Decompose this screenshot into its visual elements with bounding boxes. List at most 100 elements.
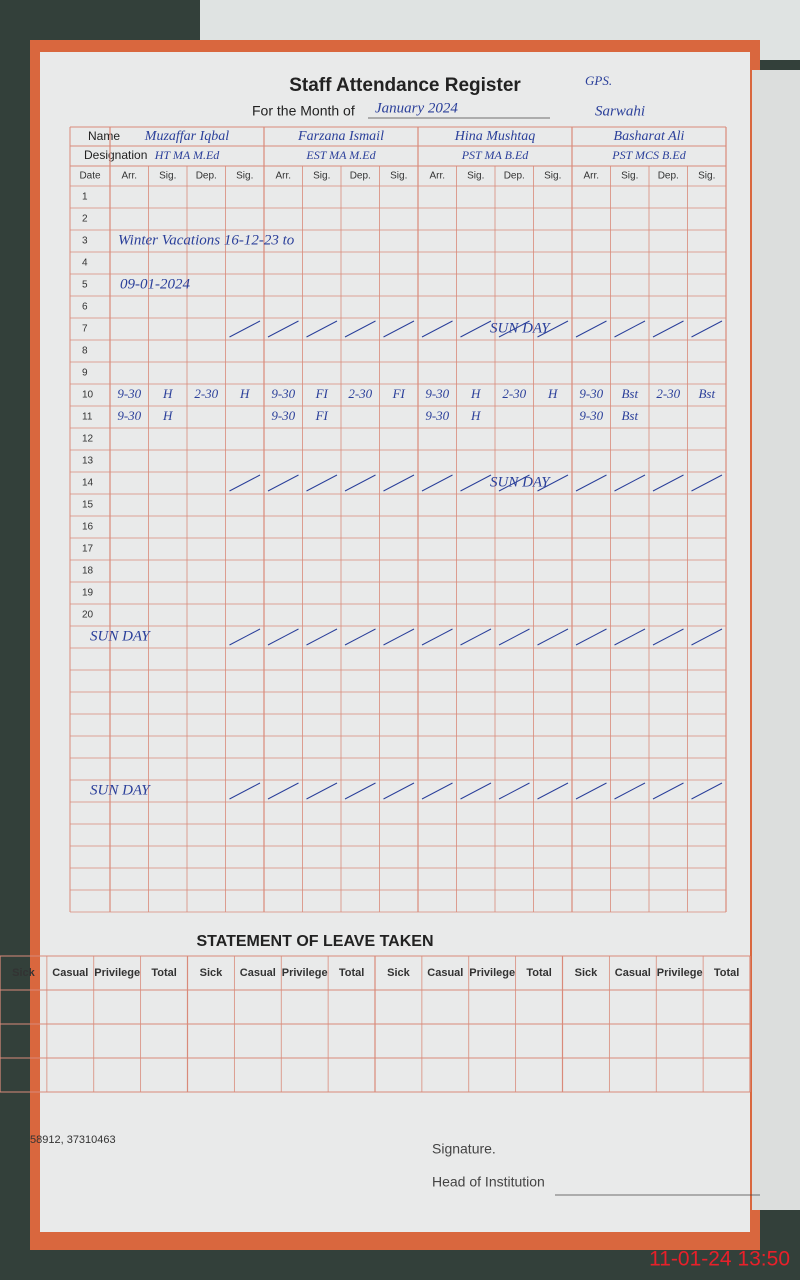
- entry: 2-30: [656, 386, 680, 401]
- column-header: Dep.: [504, 171, 525, 182]
- date: 15: [82, 500, 94, 511]
- sunday-slash: [460, 474, 492, 492]
- school: Sarwahi: [595, 103, 645, 119]
- sunday-slash: [344, 320, 376, 338]
- sunday-slash: [460, 628, 492, 646]
- entry: 9-30: [117, 386, 141, 401]
- date: 3: [82, 236, 88, 247]
- sunday-slash: [306, 628, 338, 646]
- date: 8: [82, 346, 88, 357]
- entry: H: [162, 386, 173, 401]
- sunday-slash: [614, 320, 646, 338]
- staff-designation: HT MA M.Ed: [154, 148, 221, 162]
- row-note: SUN DAY: [90, 628, 151, 644]
- sunday-slash: [267, 628, 299, 646]
- staff-name: Basharat Ali: [614, 129, 685, 144]
- leave-header: Casual: [615, 967, 651, 979]
- entry: 9-30: [117, 408, 141, 423]
- leave-header: Sick: [575, 967, 599, 979]
- sunday-slash: [344, 474, 376, 492]
- sunday-slash: [229, 474, 261, 492]
- sunday-slash: [344, 782, 376, 800]
- leave-header: Privilege: [94, 967, 140, 979]
- leave-header: Total: [339, 967, 364, 979]
- row-note: 09-01-2024: [120, 276, 190, 292]
- sunday-slash: [614, 474, 646, 492]
- sunday-slash: [306, 782, 338, 800]
- sunday-slash: [652, 320, 684, 338]
- staff-name: Muzaffar Iqbal: [144, 129, 230, 144]
- column-header: Sig.: [236, 171, 253, 182]
- head-label: Head of Institution: [432, 1174, 545, 1190]
- sunday-slash: [652, 474, 684, 492]
- next-page: [752, 70, 800, 1210]
- column-header: Arr.: [583, 171, 599, 182]
- date: 6: [82, 302, 88, 313]
- sunday-slash: [383, 320, 415, 338]
- sunday-slash: [383, 628, 415, 646]
- date: 9: [82, 368, 88, 379]
- entry: H: [239, 386, 250, 401]
- sunday-slash: [498, 320, 530, 338]
- entry: 9-30: [425, 408, 449, 423]
- sunday-slash: [229, 320, 261, 338]
- sunday-slash: [575, 782, 607, 800]
- date-header: Date: [79, 171, 101, 182]
- sunday-slash: [652, 782, 684, 800]
- date: 5: [82, 280, 88, 291]
- date: 11: [82, 412, 93, 423]
- sunday-slash: [383, 474, 415, 492]
- date: 7: [82, 324, 88, 335]
- leave-title: STATEMENT OF LEAVE TAKEN: [196, 933, 433, 950]
- sunday-slash: [537, 628, 569, 646]
- sunday-slash: [652, 628, 684, 646]
- column-header: Dep.: [196, 171, 217, 182]
- column-header: Sig.: [313, 171, 330, 182]
- leave-header: Privilege: [282, 967, 328, 979]
- row-note: SUN DAY: [490, 320, 551, 336]
- entry: Bst: [621, 386, 638, 401]
- sunday-slash: [421, 320, 453, 338]
- sunday-slash: [498, 474, 530, 492]
- sunday-slash: [537, 782, 569, 800]
- entry: H: [470, 408, 481, 423]
- leave-header: Sick: [387, 967, 411, 979]
- entry: FI: [392, 386, 406, 401]
- sunday-slash: [267, 782, 299, 800]
- column-header: Sig.: [621, 171, 638, 182]
- column-header: Sig.: [467, 171, 484, 182]
- date: 12: [82, 434, 94, 445]
- entry: 9-30: [579, 408, 603, 423]
- entry: H: [547, 386, 558, 401]
- register-content: Staff Attendance Register GPS. For the M…: [0, 73, 790, 1271]
- sunday-slash: [575, 320, 607, 338]
- entry: H: [470, 386, 481, 401]
- date: 20: [82, 610, 94, 621]
- entry: Bst: [621, 408, 638, 423]
- date: 1: [82, 192, 88, 203]
- date: 10: [82, 390, 94, 401]
- column-header: Dep.: [658, 171, 679, 182]
- sunday-slash: [575, 628, 607, 646]
- title: Staff Attendance Register: [289, 75, 521, 96]
- staff-designation: PST MA B.Ed: [461, 148, 530, 162]
- sunday-slash: [460, 782, 492, 800]
- column-header: Sig.: [544, 171, 561, 182]
- sunday-slash: [383, 782, 415, 800]
- sunday-slash: [460, 320, 492, 338]
- column-header: Dep.: [350, 171, 371, 182]
- staff-name: Hina Mushtaq: [454, 129, 536, 144]
- name-label: Name: [88, 129, 120, 143]
- sunday-slash: [306, 474, 338, 492]
- leave-header: Total: [714, 967, 739, 979]
- column-header: Arr.: [275, 171, 291, 182]
- sunday-slash: [498, 628, 530, 646]
- leave-header: Casual: [427, 967, 463, 979]
- column-header: Arr.: [429, 171, 445, 182]
- sunday-slash: [691, 320, 723, 338]
- sunday-slash: [691, 474, 723, 492]
- leave-header: Privilege: [657, 967, 703, 979]
- sunday-slash: [421, 782, 453, 800]
